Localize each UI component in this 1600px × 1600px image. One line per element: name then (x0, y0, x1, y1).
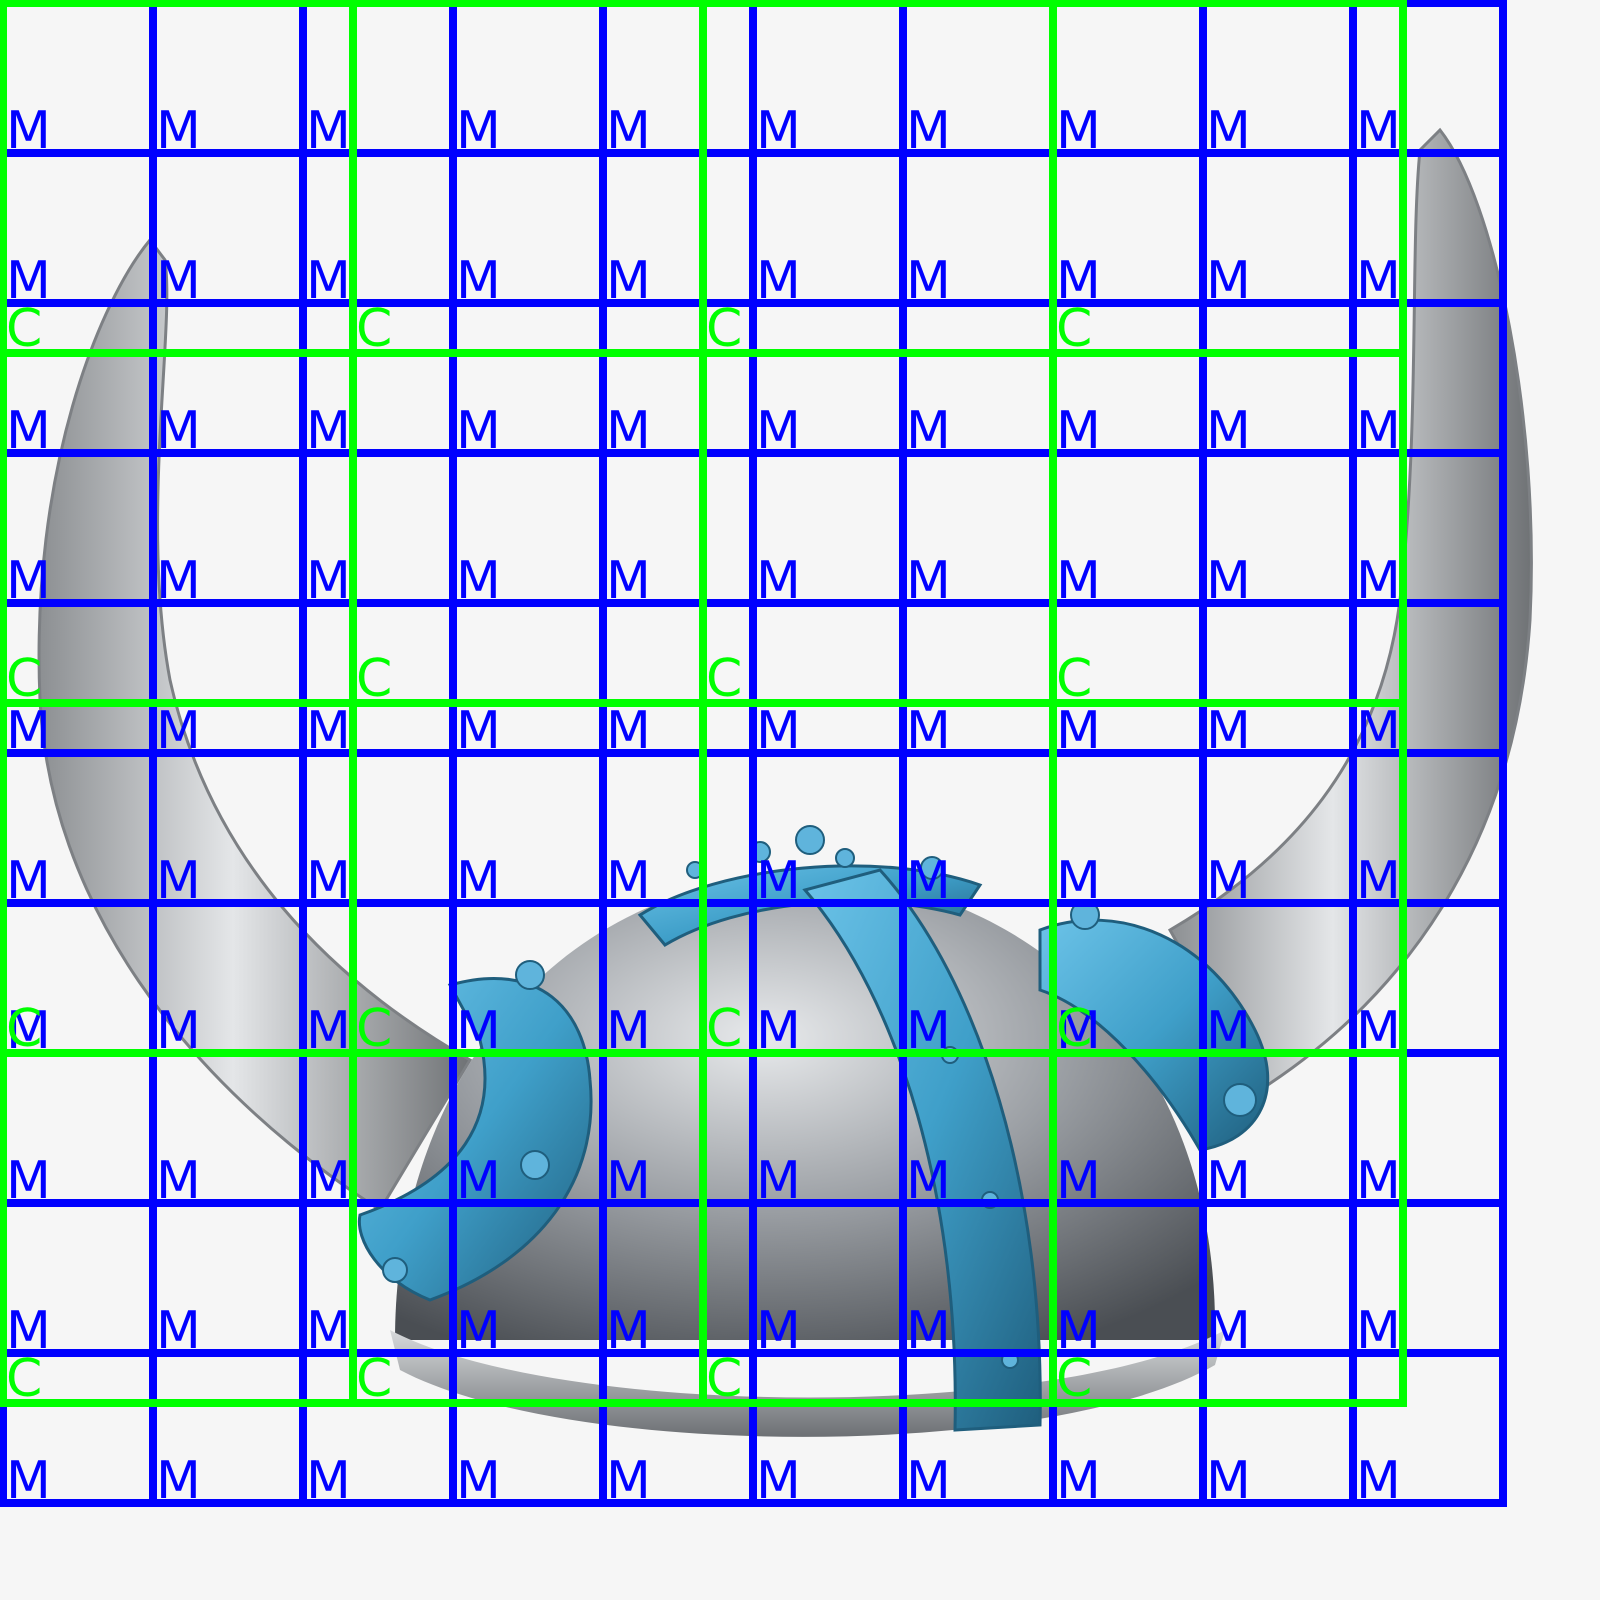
coarse-box-label: C (706, 1349, 742, 1409)
medium-box-label: M (6, 1451, 51, 1511)
medium-box (1349, 1349, 1507, 1507)
medium-box-label: M (156, 1451, 201, 1511)
medium-box-label: M (906, 1451, 951, 1511)
medium-box-label: M (1356, 1451, 1401, 1511)
coarse-box (1049, 1049, 1407, 1407)
medium-box-label: M (756, 1451, 801, 1511)
medium-box-label: M (1056, 1451, 1101, 1511)
medium-box-label: M (606, 1451, 651, 1511)
coarse-box-label: C (1056, 1349, 1092, 1409)
helmet-strap (802, 868, 1042, 1432)
medium-box-label: M (456, 1451, 501, 1511)
coarse-box-label: C (356, 1349, 392, 1409)
medium-box-label: M (1206, 1451, 1251, 1511)
right-horn-cuff (1038, 918, 1270, 1152)
coarse-box-label: C (6, 1349, 42, 1409)
medium-box-label: M (306, 1451, 351, 1511)
